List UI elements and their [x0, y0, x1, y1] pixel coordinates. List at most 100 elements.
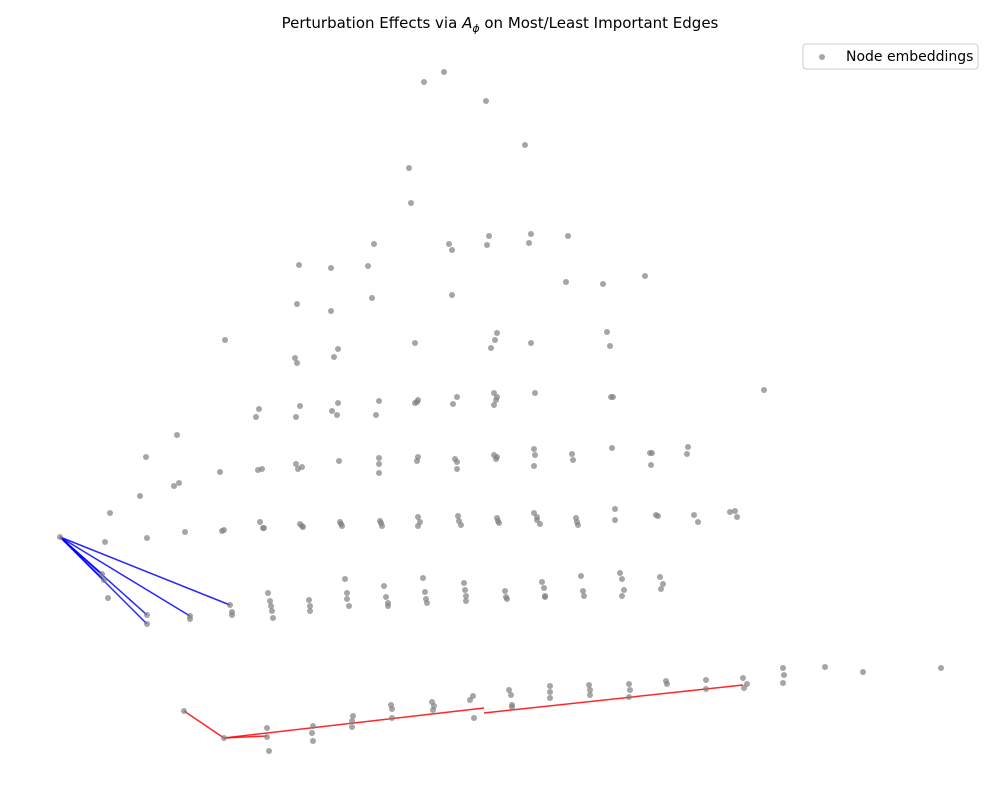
node-embedding-point [176, 480, 182, 486]
node-embedding-point [471, 715, 477, 721]
node-embedding-point [619, 593, 625, 599]
node-embedding-point [541, 585, 547, 591]
node-embedding-point [373, 412, 379, 418]
title-subscript: ϕ [472, 22, 479, 35]
node-embedding-point [331, 354, 337, 360]
node-embedding-point [265, 590, 271, 596]
node-embedding-point [574, 519, 580, 525]
node-embedding-point [531, 446, 537, 452]
legend-label: Node embeddings [846, 49, 973, 65]
node-embedding-point [488, 345, 494, 351]
node-embedding-point [269, 608, 275, 614]
node-embedding-point [335, 400, 341, 406]
node-embedding-point [547, 695, 553, 701]
node-embedding-point [307, 603, 313, 609]
node-embedding-point [610, 394, 616, 400]
node-embedding-point [528, 231, 534, 237]
node-embedding-point [456, 518, 462, 524]
legend: Node embeddings [802, 43, 979, 70]
node-embedding-point [181, 708, 187, 714]
node-embedding-point [534, 514, 540, 520]
node-embedding-point [655, 513, 661, 519]
node-embedding-point [454, 459, 460, 465]
node-embedding-point [547, 683, 553, 689]
node-embedding-point [627, 687, 633, 693]
node-embedding-point [619, 576, 625, 582]
node-embedding-point [531, 463, 537, 469]
node-embedding-point [338, 521, 344, 527]
node-embedding-point [565, 233, 571, 239]
node-embedding-point [780, 665, 786, 671]
node-embedding-point [703, 686, 709, 692]
node-embedding-point [528, 340, 534, 346]
node-embedding-point [57, 534, 63, 540]
node-embedding-point [626, 681, 632, 687]
node-embedding-point [685, 444, 691, 450]
least-important-edge [483, 684, 744, 714]
node-embedding-point [385, 603, 391, 609]
node-embedding-point [294, 301, 300, 307]
node-embedding-point [376, 461, 382, 467]
node-embedding-point [99, 571, 105, 577]
node-embedding-point [486, 233, 492, 239]
node-embedding-point [532, 390, 538, 396]
node-embedding-point [107, 510, 113, 516]
node-embedding-point [658, 586, 664, 592]
node-embedding-point [734, 514, 740, 520]
node-embedding-point [587, 687, 593, 693]
node-embedding-point [293, 461, 299, 467]
node-embedding-point [621, 587, 627, 593]
node-embedding-point [389, 715, 395, 721]
node-embedding-point [522, 142, 528, 148]
node-embedding-point [219, 528, 225, 534]
node-embedding-point [684, 451, 690, 457]
node-embedding-point [604, 329, 610, 335]
node-embedding-point [617, 570, 623, 576]
node-embedding-point [342, 576, 348, 582]
node-embedding-point [406, 165, 412, 171]
node-embedding-point [600, 281, 606, 287]
node-embedding-point [292, 355, 298, 361]
node-embedding-point [336, 458, 342, 464]
node-embedding-point [264, 734, 270, 740]
node-embedding-point [502, 588, 508, 594]
node-embedding-point [537, 521, 543, 527]
node-embedding-point [383, 594, 389, 600]
node-embedding-point [421, 79, 427, 85]
node-embedding-point [570, 457, 576, 463]
node-embedding-point [344, 596, 350, 602]
node-embedding-point [462, 587, 468, 593]
node-embedding-point [144, 621, 150, 627]
node-embedding-point [695, 519, 701, 525]
node-embedding-point [454, 394, 460, 400]
node-embedding-point [414, 399, 420, 405]
node-embedding-point [441, 69, 447, 75]
node-embedding-point [691, 512, 697, 518]
node-embedding-point [449, 292, 455, 298]
node-embedding-point [415, 514, 421, 520]
node-embedding-point [626, 694, 632, 700]
node-embedding-point [607, 343, 613, 349]
node-embedding-point [227, 602, 233, 608]
node-embedding-point [463, 593, 469, 599]
node-embedding-point [484, 242, 490, 248]
node-embedding-point [376, 455, 382, 461]
node-embedding-point [376, 398, 382, 404]
node-embedding-point [310, 738, 316, 744]
node-embedding-point [424, 600, 430, 606]
node-embedding-point [446, 241, 452, 247]
node-embedding-point [539, 579, 545, 585]
node-embedding-point [259, 466, 265, 472]
node-embedding-point [744, 681, 750, 687]
node-embedding-point [649, 450, 655, 456]
title-suffix: on Most/Least Important Edges [480, 14, 719, 32]
node-embedding-point [268, 603, 274, 609]
most-important-edge [59, 536, 191, 617]
node-embedding-point [182, 529, 188, 535]
node-embedding-point [492, 337, 498, 343]
node-embedding-point [660, 581, 666, 587]
node-embedding-point [270, 615, 276, 621]
node-embedding-point [455, 513, 461, 519]
legend-marker [819, 54, 825, 60]
title-prefix: Perturbation Effects via [282, 14, 462, 32]
